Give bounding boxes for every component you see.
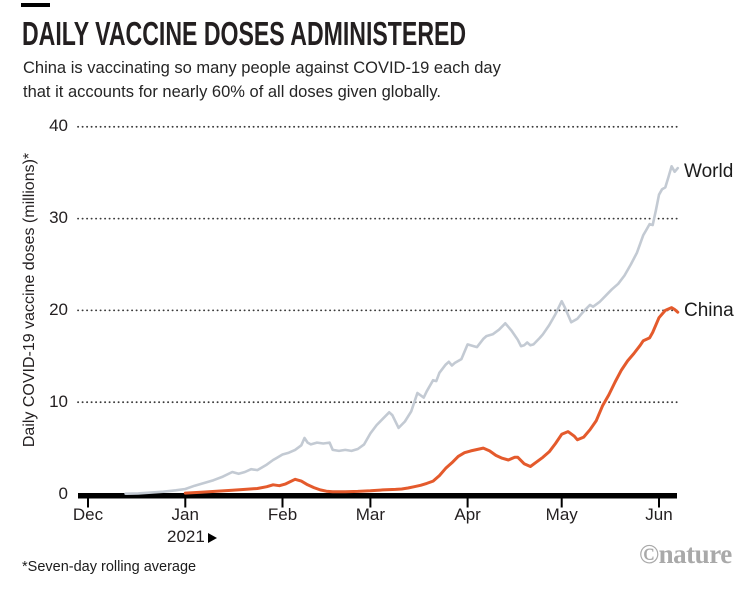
x-tick-label-mar: Mar: [355, 505, 385, 524]
year-annotation-text: 2021: [167, 527, 205, 546]
nature-logo: ©nature: [639, 539, 732, 569]
y-tick-label-40: 40: [49, 116, 68, 136]
x-axis-line: [78, 493, 677, 499]
chart-title: DAILY VACCINE DOSES ADMINISTERED: [22, 15, 467, 52]
chart-subtitle-line1: China is vaccinating so many people agai…: [23, 59, 501, 77]
x-tick-label-jun: Jun: [645, 505, 673, 524]
top-rule: [21, 3, 50, 7]
play-triangle-icon: [207, 533, 217, 543]
x-tick-label-jan: Jan: [171, 505, 199, 524]
x-tick-label-apr: Apr: [454, 505, 481, 524]
chart-subtitle: China is vaccinating so many people agai…: [23, 57, 501, 104]
year-annotation: 2021: [167, 527, 217, 547]
y-tick-label-0: 0: [58, 483, 68, 503]
y-tick-label-30: 30: [49, 208, 68, 228]
chart-subtitle-line2: that it accounts for nearly 60% of all d…: [23, 82, 441, 101]
x-tick-label-dec: Dec: [72, 505, 104, 524]
x-tick-label-may: May: [545, 505, 578, 524]
footnote: *Seven-day rolling average: [22, 559, 197, 575]
x-tick-label-feb: Feb: [267, 505, 298, 524]
series-label-world: World: [684, 161, 734, 182]
y-tick-label-10: 10: [49, 391, 68, 411]
series-line-world: [124, 165, 680, 496]
series-line-china: [183, 306, 680, 495]
y-tick-label-20: 20: [49, 299, 68, 319]
series-label-china: China: [684, 300, 734, 321]
